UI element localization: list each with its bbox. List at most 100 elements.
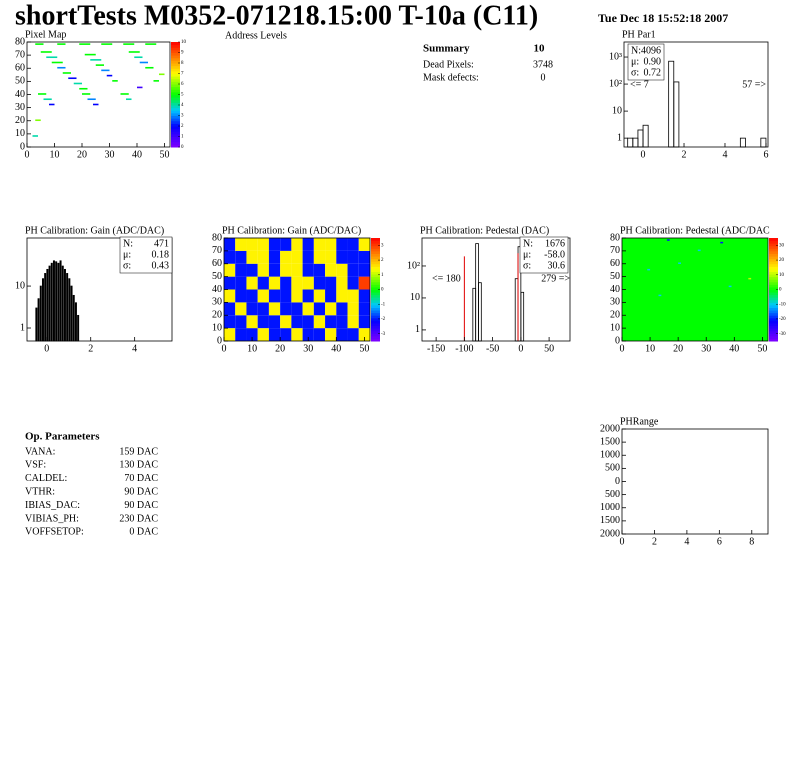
date: Tue Dec 18 15:52:18 2007 <box>598 11 728 25</box>
heat-cell <box>291 263 303 277</box>
hist-bar <box>48 265 51 342</box>
y-tick-label: 50 <box>610 271 620 282</box>
heat-segment <box>90 59 102 61</box>
palette-step <box>171 73 180 77</box>
heat-segment <box>145 43 157 45</box>
x-tick-label: 40 <box>729 343 739 354</box>
heat-cell <box>268 315 281 329</box>
palette-step <box>371 333 380 337</box>
param-value: 90 DAC <box>124 500 158 511</box>
heat-cell <box>302 276 314 290</box>
palette-step <box>769 276 778 280</box>
param-value: 130 DAC <box>119 460 158 471</box>
heat-cell <box>224 276 236 290</box>
y-tick-label: 10³ <box>609 51 622 62</box>
heat-cell <box>291 302 303 316</box>
heat-cell <box>302 315 314 329</box>
param-value: 0 DAC <box>129 527 158 538</box>
palette-step <box>371 268 380 272</box>
y-tick-label: 10 <box>612 105 622 116</box>
chart-title: PHRange <box>620 416 659 427</box>
stats-label: N: <box>123 238 133 249</box>
heat-segment <box>51 61 63 64</box>
palette-step <box>171 44 180 48</box>
param-label: VTHR: <box>25 486 55 497</box>
heat-cell <box>257 302 269 316</box>
palette-step <box>171 128 180 132</box>
stats-value: -58.0 <box>544 249 565 260</box>
stats-label: μ: <box>123 249 131 260</box>
y-tick-label: 1 <box>617 132 622 143</box>
x-tick-label: -50 <box>486 343 499 354</box>
param-value: 90 DAC <box>124 486 158 497</box>
palette-label: -20 <box>779 317 786 322</box>
x-tick-label: 0 <box>222 343 227 354</box>
stats-value: 471 <box>154 238 169 249</box>
y-tick-label: 0 <box>20 141 25 152</box>
x-tick-label: 50 <box>359 343 369 354</box>
palette-label: 2 <box>381 258 384 263</box>
summary-label: Dead Pixels: <box>423 59 474 70</box>
x-tick-label: 0 <box>44 343 49 354</box>
palette-step <box>769 271 778 275</box>
stats-value: 30.6 <box>548 260 566 271</box>
heat-cell <box>280 289 292 303</box>
heat-cell <box>246 315 258 329</box>
chart-title: PH Par1 <box>622 29 656 40</box>
palette-label: 0 <box>381 288 384 293</box>
palette-step <box>371 338 380 342</box>
y-tick-label: 60 <box>212 258 222 269</box>
stats-box <box>119 236 173 274</box>
heat-cell <box>291 315 303 329</box>
summary-count: 10 <box>534 43 546 55</box>
heat-cell <box>336 263 348 277</box>
heat-segment <box>145 66 154 69</box>
palette-step <box>171 47 180 51</box>
heat-cell <box>257 263 269 277</box>
heat-cell <box>224 289 236 303</box>
y-tick-label: 10 <box>410 292 420 303</box>
heat-cell <box>224 238 236 251</box>
y-tick-label: 80 <box>212 232 222 243</box>
palette-step <box>769 330 778 334</box>
heat-point <box>728 285 732 288</box>
palette-step <box>171 81 180 85</box>
stats-value: 4096 <box>641 45 661 56</box>
hist-bar <box>63 268 66 342</box>
heat-cell <box>325 276 337 290</box>
palette-step <box>769 281 778 285</box>
chart-title: Pixel Map <box>25 29 66 40</box>
palette-step <box>171 91 180 95</box>
heat-cell <box>235 315 247 329</box>
stats-label: N: <box>631 45 641 56</box>
heat-point <box>666 239 670 241</box>
heat-cell <box>302 250 314 264</box>
x-tick-label: -100 <box>455 343 473 354</box>
heat-cell <box>347 263 359 277</box>
palette-step <box>769 268 778 272</box>
palette-step <box>769 243 778 247</box>
palette-label: 20 <box>779 258 785 263</box>
y-tick-label: 20 <box>15 115 25 126</box>
heat-cell <box>325 328 337 341</box>
stats-value: 0.72 <box>644 67 662 78</box>
palette-step <box>171 99 180 103</box>
summary-label: Mask defects: <box>423 72 479 83</box>
heat-cell <box>358 276 370 290</box>
palette-step <box>371 335 380 339</box>
palette-label: -10 <box>779 302 786 307</box>
palette-step <box>371 297 380 301</box>
palette-step <box>371 286 380 290</box>
palette-step <box>769 266 778 270</box>
palette-label: 8 <box>181 61 184 66</box>
hist-bar <box>59 260 62 342</box>
palette-step <box>171 141 180 145</box>
palette-step <box>171 78 180 82</box>
palette-step <box>769 289 778 293</box>
x-tick-label: 50 <box>544 343 554 354</box>
palette-step <box>371 263 380 267</box>
heat-cell <box>268 238 281 251</box>
heat-point <box>697 249 701 252</box>
heat-cell <box>336 302 348 316</box>
